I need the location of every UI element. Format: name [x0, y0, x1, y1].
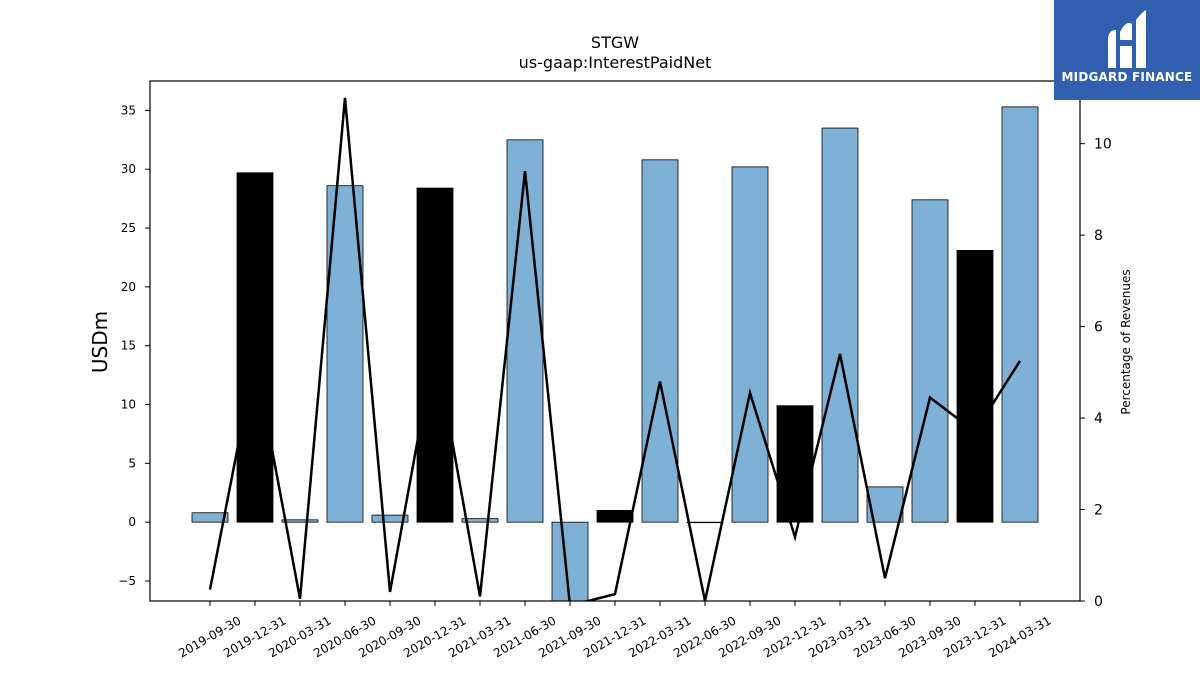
y2-tick-label: 10 [1094, 137, 1112, 153]
bar-2020-03-31 [281, 519, 319, 523]
bar-2022-03-31 [641, 159, 679, 523]
y2-tick-label: 6 [1094, 320, 1103, 336]
y-tick-label: 25 [121, 221, 136, 235]
chart-title: STGW [591, 33, 639, 52]
y-tick-label: 10 [121, 398, 136, 412]
y-tick-label: 35 [121, 103, 136, 117]
bar-group [191, 106, 1039, 602]
bar-2020-12-31 [416, 187, 454, 523]
bar-2023-09-30 [911, 199, 949, 523]
bar-2021-09-30 [551, 521, 589, 602]
y-tick-label: 20 [121, 280, 136, 294]
bar-2024-03-31 [1001, 106, 1039, 523]
y2-tick-label: 4 [1094, 411, 1103, 427]
bar-2019-12-31 [236, 172, 274, 523]
line-group [208, 97, 1022, 601]
y2-tick-label: 8 [1094, 228, 1103, 244]
y-tick-label: 0 [128, 515, 136, 529]
bar-2023-03-31 [821, 127, 859, 523]
y-tick-label: 15 [121, 339, 136, 353]
y-tick-label: 30 [121, 162, 136, 176]
bar-2022-09-30 [731, 166, 769, 523]
logo-mark-icon [1108, 10, 1146, 68]
revenue-percentage-line [208, 97, 1022, 601]
bar-2022-06-30 [686, 521, 724, 524]
bar-2021-03-31 [461, 518, 499, 523]
brand-logo: MIDGARD FINANCE [1054, 0, 1200, 100]
y2-axis-label: Percentage of Revenues [1119, 269, 1133, 414]
bar-2021-06-30 [506, 139, 544, 523]
bar-2021-12-31 [596, 510, 634, 523]
y-tick-label: −5 [118, 574, 136, 588]
chart-subtitle: us-gaap:InterestPaidNet [519, 53, 712, 72]
bar-2023-12-31 [956, 250, 994, 523]
bar-2020-09-30 [371, 514, 409, 523]
bar-2019-09-30 [191, 512, 229, 523]
logo-text: MIDGARD FINANCE [1061, 70, 1193, 84]
y-tick-label: 5 [128, 456, 136, 470]
y-axis-label: USDm [88, 311, 112, 373]
y2-tick-label: 0 [1094, 594, 1103, 610]
y2-tick-label: 2 [1094, 503, 1103, 519]
bar-2022-12-31 [776, 405, 814, 523]
